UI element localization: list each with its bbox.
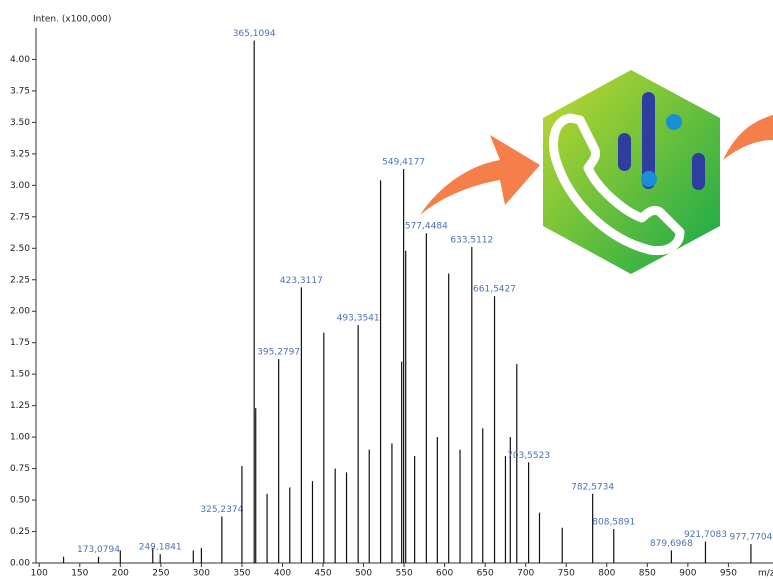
- peak-label: 493,3541: [337, 314, 380, 324]
- x-tick-label: 800: [598, 569, 615, 579]
- x-tick-label: 250: [152, 569, 169, 579]
- x-tick-label: 600: [436, 569, 453, 579]
- y-tick-label: 1.50: [10, 370, 30, 380]
- y-tick-label: 3.50: [10, 118, 30, 128]
- y-tick-label: 0.75: [10, 464, 30, 474]
- y-tick-label: 1.25: [10, 401, 30, 411]
- y-axis-title: Inten. (x100,000): [33, 15, 111, 25]
- peak-label: 365,1094: [233, 29, 276, 39]
- y-tick-label: 2.50: [10, 244, 30, 254]
- peak-label: 661,5427: [473, 285, 516, 295]
- x-tick-label: 450: [314, 569, 331, 579]
- peak-label: 703,5523: [507, 451, 550, 461]
- y-tick-label: 0.00: [10, 559, 30, 569]
- x-tick-label: 300: [193, 569, 210, 579]
- logo-bar: [618, 133, 631, 171]
- y-tick-label: 2.25: [10, 275, 30, 285]
- peak-label: 395,2797: [257, 348, 300, 358]
- logo-dot: [641, 171, 657, 187]
- y-tick-label: 1.00: [10, 433, 30, 443]
- x-tick-label: 950: [720, 569, 737, 579]
- peak-label: 782,5734: [571, 482, 614, 492]
- y-tick-label: 1.75: [10, 338, 30, 348]
- peak-label: 173,0794: [77, 545, 120, 555]
- peak-label: 808,5891: [592, 518, 635, 528]
- peak-label: 633,5112: [450, 236, 493, 246]
- peak-label: 249,1841: [139, 543, 182, 553]
- logo-dot: [666, 114, 682, 130]
- peak-label: 325,2374: [200, 505, 243, 515]
- peak-label: 423,3117: [280, 276, 323, 286]
- x-tick-label: 650: [477, 569, 494, 579]
- y-tick-label: 0.50: [10, 496, 30, 506]
- y-tick-label: 0.25: [10, 527, 30, 537]
- x-tick-label: 350: [233, 569, 250, 579]
- arrow-left: [420, 135, 540, 215]
- arrow-right: [723, 100, 773, 160]
- x-tick-label: 850: [639, 569, 656, 579]
- peak-label: 977,7704: [729, 533, 772, 543]
- page: {"chart_data": {"type": "bar", "y_label"…: [0, 0, 773, 579]
- x-tick-label: 550: [396, 569, 413, 579]
- y-tick-label: 4.00: [10, 55, 30, 65]
- y-tick-label: 3.25: [10, 149, 30, 159]
- y-tick-label: 3.75: [10, 86, 30, 96]
- y-tick-label: 2.75: [10, 212, 30, 222]
- x-tick-label: 750: [558, 569, 575, 579]
- x-tick-label: 700: [517, 569, 534, 579]
- y-tick-label: 2.00: [10, 307, 30, 317]
- logo-bar: [692, 153, 705, 190]
- x-tick-label: 150: [71, 569, 88, 579]
- peak-label: 879,6968: [650, 539, 693, 549]
- peak-label: 921,7083: [684, 530, 727, 540]
- x-tick-label: 100: [31, 569, 48, 579]
- x-tick-label: 400: [274, 569, 291, 579]
- x-tick-label: 500: [355, 569, 372, 579]
- peak-label: 577,4484: [405, 222, 448, 232]
- y-tick-label: 3.00: [10, 181, 30, 191]
- peak-label: 549,4177: [382, 157, 425, 167]
- x-tick-label: 900: [679, 569, 696, 579]
- chart: Inten. (x100,000) m/z 0.00 0.25 0.50 0.75 1.…: [0, 0, 773, 579]
- x-axis-title: m/z: [758, 569, 773, 579]
- x-tick-label: 200: [112, 569, 129, 579]
